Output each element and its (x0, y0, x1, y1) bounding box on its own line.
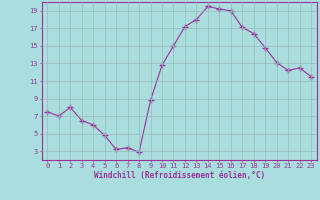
X-axis label: Windchill (Refroidissement éolien,°C): Windchill (Refroidissement éolien,°C) (94, 171, 265, 180)
